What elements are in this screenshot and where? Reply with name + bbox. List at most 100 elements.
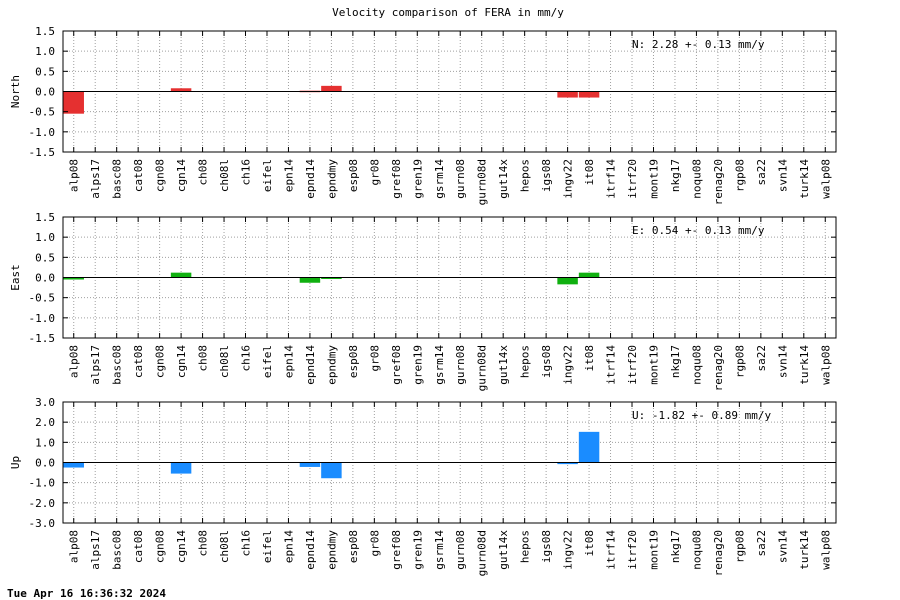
x-tick-label-nkg17: nkg17 xyxy=(669,530,682,563)
x-tick-label-alps17: alps17 xyxy=(89,530,102,570)
x-tick-label-ch08: ch08 xyxy=(197,345,210,372)
x-tick-label-itrf14: itrf14 xyxy=(605,159,618,199)
y-tick-label: -0.5 xyxy=(29,106,56,119)
x-tick-label-renag20: renag20 xyxy=(712,530,725,576)
x-tick-label-svn14: svn14 xyxy=(776,530,789,563)
x-tick-label-ch08: ch08 xyxy=(197,159,210,186)
x-tick-label-esp08: esp08 xyxy=(347,530,360,563)
x-tick-label-cgn08: cgn08 xyxy=(154,159,167,192)
y-tick-label: 2.0 xyxy=(35,416,55,429)
x-tick-label-gref08: gref08 xyxy=(390,345,403,385)
x-tick-label-it08: it08 xyxy=(583,530,596,557)
y-tick-label: 0.0 xyxy=(35,86,55,99)
x-tick-label-gsrm14: gsrm14 xyxy=(433,159,446,199)
x-tick-label-it08: it08 xyxy=(583,345,596,372)
x-tick-label-cgn14: cgn14 xyxy=(175,345,188,378)
x-tick-label-nkg17: nkg17 xyxy=(669,159,682,192)
x-tick-label-mont19: mont19 xyxy=(647,530,660,570)
x-tick-label-sa22: sa22 xyxy=(755,345,768,372)
x-tick-label-cat08: cat08 xyxy=(132,345,145,378)
y-tick-label: 1.0 xyxy=(35,436,55,449)
bar-it08 xyxy=(578,431,600,463)
x-tick-label-cgn14: cgn14 xyxy=(175,530,188,563)
x-tick-label-epn14: epn14 xyxy=(282,159,295,192)
x-tick-label-svn14: svn14 xyxy=(776,345,789,378)
x-tick-label-igs08: igs08 xyxy=(540,530,553,563)
x-tick-label-cat08: cat08 xyxy=(132,530,145,563)
x-tick-label-esp08: esp08 xyxy=(347,345,360,378)
bar-cgn14 xyxy=(170,462,192,474)
x-tick-label-gr08: gr08 xyxy=(368,159,381,186)
x-tick-label-eifel: eifel xyxy=(261,345,274,378)
y-tick-label: 0.5 xyxy=(35,251,55,264)
x-tick-label-noqu08: noqu08 xyxy=(690,159,703,199)
bar-alp08 xyxy=(63,277,84,280)
y-tick-label: 1.0 xyxy=(35,45,55,58)
x-tick-label-itrf20: itrf20 xyxy=(626,345,639,385)
chart-title: Velocity comparison of FERA in mm/y xyxy=(332,6,564,19)
x-tick-label-rgp08: rgp08 xyxy=(733,159,746,192)
y-tick-label: -3.0 xyxy=(29,517,56,530)
y-tick-label: 0.0 xyxy=(35,272,55,285)
y-tick-label: -1.0 xyxy=(29,477,56,490)
x-tick-label-epnd14: epnd14 xyxy=(304,345,317,385)
x-tick-label-ch08: ch08 xyxy=(197,530,210,557)
y-axis-label: East xyxy=(9,264,22,291)
bar-ingv22 xyxy=(557,91,578,98)
bar-alp08 xyxy=(63,91,84,114)
x-tick-label-rgp08: rgp08 xyxy=(733,345,746,378)
x-tick-label-gren19: gren19 xyxy=(411,159,424,199)
x-tick-label-gurn08d: gurn08d xyxy=(476,530,489,576)
y-tick-label: -0.5 xyxy=(29,292,56,305)
x-tick-label-gurn08: gurn08 xyxy=(454,159,467,199)
x-tick-label-gurn08: gurn08 xyxy=(454,345,467,385)
stats-annotation: E: 0.54 +- 0.13 mm/y xyxy=(632,224,765,237)
x-tick-label-epndmy: epndmy xyxy=(325,530,338,570)
x-tick-label-cgn08: cgn08 xyxy=(154,345,167,378)
x-tick-label-gr08: gr08 xyxy=(368,530,381,557)
x-tick-label-epnd14: epnd14 xyxy=(304,159,317,199)
panel-east: 1.5 1.0 0.5 0.0 -0.5 -1.0 -1.5 alp08 alps17 basc0… xyxy=(9,211,837,391)
bar-epndmy xyxy=(321,277,342,279)
x-tick-label-hepos: hepos xyxy=(519,530,532,563)
x-tick-label-ch16: ch16 xyxy=(240,530,253,557)
bar-ingv22 xyxy=(557,462,578,465)
x-tick-label-gurn08: gurn08 xyxy=(454,530,467,570)
x-tick-label-turk14: turk14 xyxy=(798,530,811,570)
x-tick-label-hepos: hepos xyxy=(519,345,532,378)
x-tick-label-renag20: renag20 xyxy=(712,159,725,205)
x-tick-label-alp08: alp08 xyxy=(68,530,81,563)
x-tick-label-gr08: gr08 xyxy=(368,345,381,372)
x-tick-label-igs08: igs08 xyxy=(540,345,553,378)
x-tick-label-sa22: sa22 xyxy=(755,159,768,186)
x-tick-label-ch08l: ch08l xyxy=(218,345,231,378)
x-tick-label-epn14: epn14 xyxy=(282,530,295,563)
x-tick-label-renag20: renag20 xyxy=(712,345,725,391)
y-tick-label: -1.5 xyxy=(29,332,56,345)
x-tick-label-alp08: alp08 xyxy=(68,159,81,192)
y-tick-label: 1.5 xyxy=(35,25,55,38)
x-tick-label-sa22: sa22 xyxy=(755,530,768,557)
x-tick-label-gut14x: gut14x xyxy=(497,159,510,199)
x-tick-label-basc08: basc08 xyxy=(111,159,124,199)
panel-north: 1.5 1.0 0.5 0.0 -0.5 -1.0 -1.5 alp08 alps17 basc0… xyxy=(9,25,837,205)
x-tick-label-noqu08: noqu08 xyxy=(690,345,703,385)
stats-annotation: N: 2.28 +- 0.13 mm/y xyxy=(632,38,765,51)
bar-ingv22 xyxy=(557,277,578,285)
chart-panels: 1.5 1.0 0.5 0.0 -0.5 -1.0 -1.5 alp08 alps17 basc0… xyxy=(9,25,837,576)
y-tick-label: -1.0 xyxy=(29,312,56,325)
y-tick-label: 1.5 xyxy=(35,211,55,224)
x-tick-label-itrf14: itrf14 xyxy=(605,345,618,385)
bar-epndmy xyxy=(321,85,342,92)
x-tick-label-epn14: epn14 xyxy=(282,345,295,378)
y-axis-label: North xyxy=(9,75,22,108)
x-tick-label-alps17: alps17 xyxy=(89,159,102,199)
x-tick-label-ingv22: ingv22 xyxy=(562,159,575,199)
bar-it08 xyxy=(578,91,600,98)
x-tick-label-gurn08d: gurn08d xyxy=(476,345,489,391)
x-tick-label-epnd14: epnd14 xyxy=(304,530,317,570)
x-tick-label-hepos: hepos xyxy=(519,159,532,192)
x-tick-label-ch16: ch16 xyxy=(240,159,253,186)
y-tick-label: 0.0 xyxy=(35,457,55,470)
